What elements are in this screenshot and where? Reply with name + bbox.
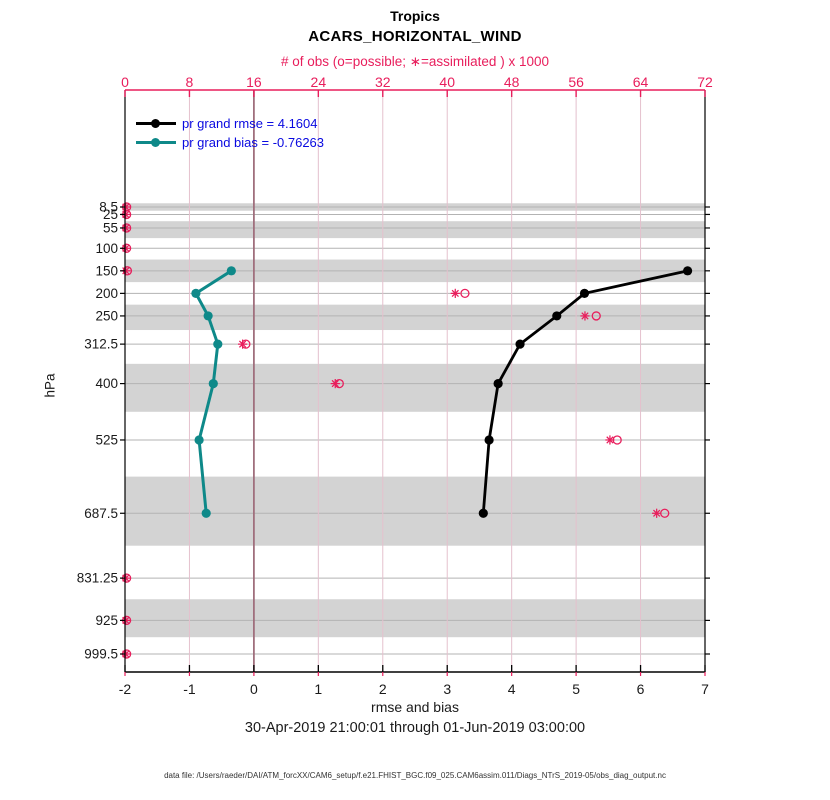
plot-subtitle: ACARS_HORIZONTAL_WIND (308, 28, 522, 45)
bottom-tick-label: 1 (314, 681, 322, 697)
top-tick-label: 48 (504, 74, 520, 90)
pressure-band (125, 304, 705, 331)
obs-assimilated-marker (580, 311, 590, 321)
obs-assimilated-marker (450, 288, 460, 298)
rmse-marker (683, 266, 693, 276)
top-tick-label: 72 (697, 74, 713, 90)
date-range-text: 30-Apr-2019 21:00:01 through 01-Jun-2019… (244, 720, 586, 736)
obs-assimilated-marker (330, 378, 340, 389)
pressure-band (125, 221, 705, 239)
rmse-line-swatch (136, 119, 176, 128)
bias-marker (226, 266, 236, 276)
top-tick-label: 8 (186, 74, 194, 90)
y-tick-label: 312.5 (84, 337, 118, 352)
y-tick-label: 25 (103, 207, 118, 222)
rmse-marker (484, 435, 494, 445)
rmse-marker (552, 311, 562, 321)
obs-assimilated-marker (652, 508, 662, 518)
top-tick-label: 64 (633, 74, 649, 90)
top-tick-label: 32 (375, 74, 391, 90)
y-axis-label: hPa (42, 373, 58, 398)
plot-title: Tropics (390, 8, 440, 24)
top-tick-label: 56 (568, 74, 584, 90)
y-tick-label: 250 (95, 308, 118, 323)
top-tick-label: 24 (311, 74, 327, 90)
top-axis-label: # of obs (o=possible; ∗=assimilated ) x … (281, 54, 549, 69)
rmse-marker (493, 378, 503, 389)
obs-assimilated-marker (238, 339, 248, 349)
data-file-path: data file: /Users/raeder/DAI/ATM_forcXX/… (164, 771, 666, 780)
y-tick-label: 55 (103, 220, 118, 235)
obs-possible-marker (591, 311, 601, 321)
pressure-band (125, 599, 705, 638)
bias-line-swatch (136, 138, 176, 147)
legend-label-bias: pr grand bias = -0.76263 (182, 135, 325, 150)
y-tick-label: 525 (95, 432, 118, 447)
bottom-tick-label: -1 (183, 681, 196, 697)
y-tick-label: 150 (95, 263, 118, 278)
y-tick-label: 687.5 (84, 506, 118, 521)
bias-marker (191, 288, 201, 298)
legend-item-bias: pr grand bias = -0.76263 (136, 133, 324, 152)
obs-assimilated-marker (605, 435, 615, 445)
bottom-tick-label: 0 (250, 681, 258, 697)
y-tick-label: 100 (95, 241, 118, 256)
bias-marker (213, 339, 223, 349)
y-tick-label: 8.5 (99, 200, 118, 215)
y-tick-label: 400 (95, 376, 118, 391)
rmse-marker (478, 508, 488, 518)
bottom-tick-label: 4 (508, 681, 516, 697)
legend-item-rmse: pr grand rmse = 4.1604 (136, 114, 324, 133)
top-tick-label: 40 (439, 74, 455, 90)
bottom-tick-label: 2 (379, 681, 387, 697)
rmse-marker (579, 288, 590, 298)
y-tick-label: 831.25 (77, 571, 118, 586)
bias-marker (194, 435, 204, 445)
rmse-marker (515, 339, 525, 349)
pressure-band (125, 363, 705, 412)
bottom-tick-label: 6 (637, 681, 645, 697)
bottom-tick-label: 5 (572, 681, 580, 697)
y-tick-label: 925 (95, 613, 118, 628)
y-tick-label: 999.5 (84, 647, 118, 662)
bottom-tick-label: 3 (443, 681, 451, 697)
x-axis-label: rmse and bias (371, 699, 459, 715)
pressure-band (125, 476, 705, 546)
y-tick-label: 200 (95, 286, 118, 301)
legend-label-rmse: pr grand rmse = 4.1604 (182, 116, 318, 131)
bottom-tick-label: -2 (119, 681, 132, 697)
top-tick-label: 16 (246, 74, 262, 90)
legend: pr grand rmse = 4.1604 pr grand bias = -… (136, 114, 324, 152)
bias-marker (201, 508, 211, 518)
bias-marker (203, 311, 213, 321)
bottom-tick-label: 7 (701, 681, 709, 697)
bias-marker (208, 378, 218, 389)
top-tick-label: 0 (121, 74, 129, 90)
obs-possible-marker (460, 288, 470, 299)
